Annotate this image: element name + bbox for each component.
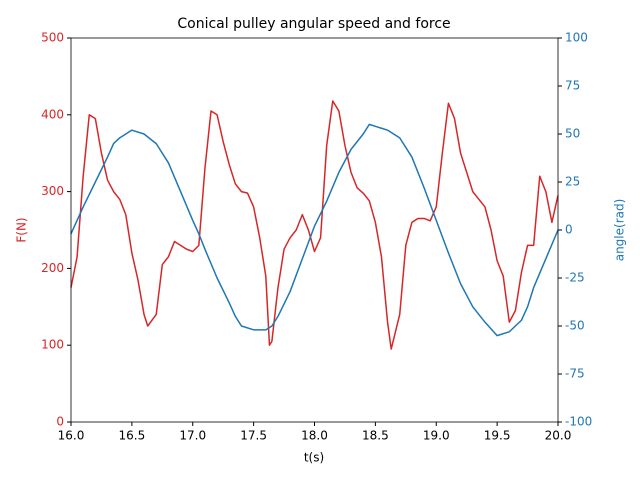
y-axis-label: F(N)	[15, 217, 29, 242]
y2-tick-label: 75	[565, 79, 580, 93]
x-tick-label: 18.5	[362, 429, 389, 443]
plot-frame	[70, 37, 559, 423]
y-tick-label: 400	[41, 107, 64, 121]
x-tick-label: 17.5	[240, 429, 267, 443]
line-series	[70, 100, 559, 350]
y2-tick-label: 25	[565, 175, 580, 189]
line-series	[70, 123, 559, 337]
x-tick-label: 19.0	[423, 429, 450, 443]
x-tick-label: 16.5	[119, 429, 146, 443]
y2-tick-label: 0	[565, 223, 573, 237]
x-axis-label: t(s)	[304, 451, 324, 465]
y2-tick-label: 50	[565, 127, 580, 141]
y2-tick-label: -75	[565, 367, 585, 381]
x-tick-label: 17.0	[179, 429, 206, 443]
y-tick-label: 0	[56, 415, 64, 429]
x-tick-label: 18.0	[301, 429, 328, 443]
x-tick-label: 19.5	[484, 429, 511, 443]
x-tick-label: 20.0	[545, 429, 572, 443]
chart-title: Conical pulley angular speed and force	[177, 16, 450, 32]
y-tick-label: 100	[41, 338, 64, 352]
y-tick-label: 500	[41, 31, 64, 45]
y2-tick-label: -100	[565, 415, 592, 429]
x-tick-label: 16.0	[58, 429, 85, 443]
y2-tick-label: -50	[565, 319, 585, 333]
y2-tick-label: -25	[565, 271, 585, 285]
y-tick-label: 300	[41, 184, 64, 198]
y-tick-label: 200	[41, 261, 64, 275]
y2-axis-label: angle(rad)	[613, 199, 627, 262]
y2-tick-label: 100	[565, 31, 588, 45]
